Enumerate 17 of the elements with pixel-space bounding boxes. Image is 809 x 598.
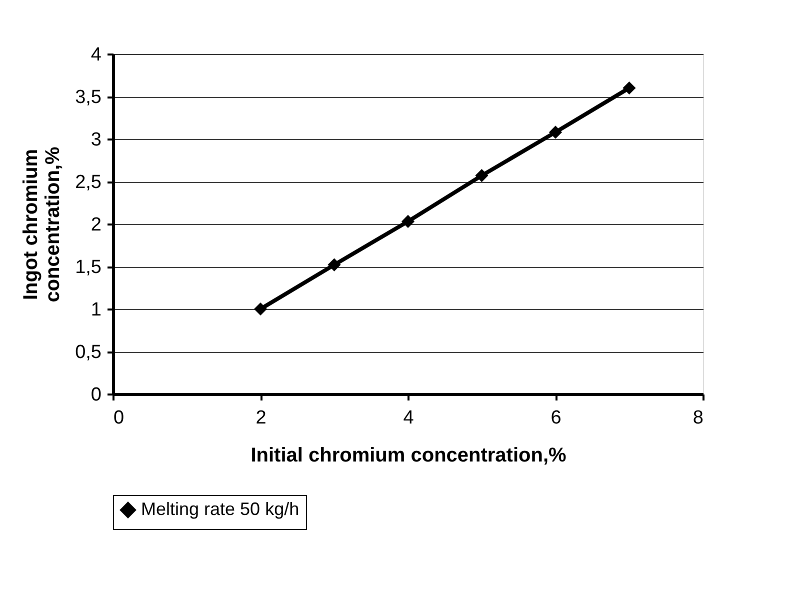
x-tick-label: 8	[692, 408, 704, 428]
y-tick-label: 0	[90, 384, 102, 406]
y-tick-label: 3,5	[75, 87, 102, 108]
legend-label: Melting rate 50 kg/h	[141, 499, 300, 519]
x-tick-label: 6	[550, 408, 562, 428]
x-tick-label: 0	[114, 408, 124, 428]
y-tick-label: 4	[90, 44, 102, 66]
x-tick-label: 2	[256, 408, 266, 428]
y-tick-label: 2,5	[75, 172, 102, 193]
x-axis-title: Initial chromium concentration,%	[250, 444, 567, 466]
y-tick-label: 0,5	[75, 342, 102, 363]
y-tick-label: 1	[90, 300, 102, 320]
y-tick-label: 2	[90, 214, 102, 236]
y-tick-label: 1,5	[75, 257, 102, 278]
y-tick-label: 3	[90, 130, 102, 150]
x-tick-label: 4	[403, 408, 414, 428]
y-axis-title: Ingot chromium concentration,%	[20, 146, 64, 302]
